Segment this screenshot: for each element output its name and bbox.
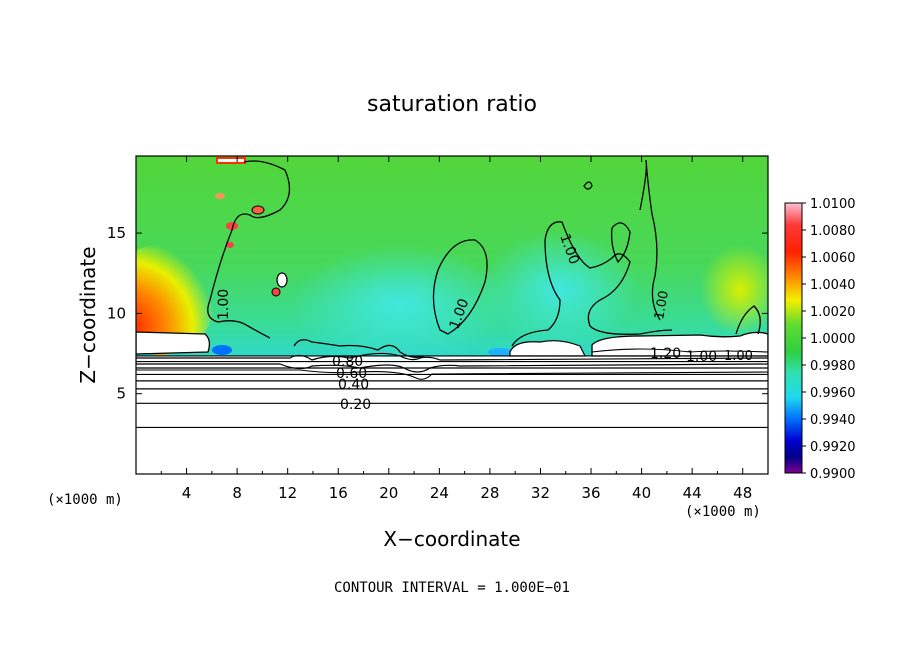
contour-label: 1.00 xyxy=(686,349,717,365)
cloud-base-left xyxy=(136,331,211,355)
contour-line-1.00 xyxy=(511,221,673,347)
contour-label: 0.40 xyxy=(338,377,369,393)
x-unit-left: (×1000 m) xyxy=(47,492,123,508)
x-tick-label: 44 xyxy=(683,484,702,502)
plot-frame xyxy=(135,155,769,475)
contour-label: 0.80 xyxy=(332,354,363,370)
contour-label: 1.00 xyxy=(652,290,672,321)
colorbar-label: 0.9920 xyxy=(810,440,856,455)
contour-line-1.00 xyxy=(293,339,425,358)
colorbar-label: 0.9940 xyxy=(810,413,856,428)
contour-line-1.20 xyxy=(591,348,768,353)
colorbar-label: 1.0040 xyxy=(810,278,856,293)
plot-area xyxy=(136,156,768,474)
contour-line-1.00 xyxy=(610,222,631,264)
contour-label: 1.20 xyxy=(650,346,681,362)
contour-label: 0.60 xyxy=(336,366,367,382)
contour-label: 1.00 xyxy=(216,289,232,320)
cloud-fragment xyxy=(271,287,281,297)
x-tick-label: 48 xyxy=(733,484,752,502)
contour-line-1.00 xyxy=(583,181,593,190)
heatmap-cyan-mid xyxy=(290,245,510,365)
x-tick-label: 8 xyxy=(232,484,242,502)
y-tick-label: 5 xyxy=(116,385,126,403)
contour-line-0.40 xyxy=(136,369,768,380)
y-axis-ticks: 5 10 15 xyxy=(107,224,768,403)
colorbar xyxy=(784,202,803,474)
colorbar-labels: 1.0100 1.0080 1.0060 1.0040 1.0020 1.0000 0.99… xyxy=(802,197,856,482)
x-tick-label: 28 xyxy=(480,484,499,502)
contour-line-0.60 xyxy=(136,363,768,373)
heatmap-blue-patch xyxy=(212,345,232,355)
x-tick-label: 20 xyxy=(379,484,398,502)
heatmap-supersat-left xyxy=(136,245,215,355)
x-axis-ticks: 4 8 12 16 20 24 28 32 36 40 44 48 xyxy=(160,156,752,502)
contour-interval-note: CONTOUR INTERVAL = 1.000E−01 xyxy=(334,580,570,596)
cloud-fragment xyxy=(276,272,288,288)
colorbar-label: 1.0060 xyxy=(810,251,856,266)
colorbar-label: 1.0020 xyxy=(810,305,856,320)
heatmap-lower-region xyxy=(136,356,768,474)
y-tick-label: 15 xyxy=(107,224,126,242)
contour-line-1.00 xyxy=(207,160,291,339)
colorbar-label: 0.9900 xyxy=(810,467,856,482)
x-tick-label: 36 xyxy=(581,484,600,502)
y-tick-label: 10 xyxy=(107,304,126,322)
colorbar-label: 0.9960 xyxy=(810,386,856,401)
x-axis-label: X−coordinate xyxy=(383,527,520,551)
cloud-fragment xyxy=(226,222,238,230)
cloud-base-right xyxy=(591,331,768,357)
cloud-fragment xyxy=(216,157,246,164)
x-unit-right: (×1000 m) xyxy=(685,504,761,520)
heatmap-blue-patch xyxy=(488,348,512,356)
x-tick-label: 4 xyxy=(182,484,192,502)
contour-label: 1.00 xyxy=(724,349,753,364)
x-tick-label: 16 xyxy=(329,484,348,502)
contour-line-1.00 xyxy=(432,239,488,335)
x-tick-label: 40 xyxy=(632,484,651,502)
cloud-fragment xyxy=(251,205,265,215)
x-tick-label: 32 xyxy=(531,484,550,502)
chart-title: saturation ratio xyxy=(367,92,537,117)
contour-label: 0.20 xyxy=(340,397,371,413)
colorbar-label: 1.0100 xyxy=(810,197,856,212)
heatmap-cyan-mid2 xyxy=(480,230,640,350)
cloud-base-mid xyxy=(509,340,586,357)
cloud-fragment xyxy=(226,242,234,248)
contour-line-1.00 xyxy=(639,159,661,321)
cloud-fragment xyxy=(215,193,225,199)
heatmap-supersat-right xyxy=(700,245,768,335)
colorbar-label: 1.0000 xyxy=(810,332,856,347)
x-tick-label: 24 xyxy=(430,484,449,502)
y-axis-label: Z−coordinate xyxy=(76,246,100,383)
colorbar-label: 1.0080 xyxy=(810,224,856,239)
colorbar-label: 0.9980 xyxy=(810,359,856,374)
x-tick-label: 12 xyxy=(278,484,297,502)
contour-line-1.00 xyxy=(735,305,761,335)
contour-line-0.80 xyxy=(136,352,768,361)
